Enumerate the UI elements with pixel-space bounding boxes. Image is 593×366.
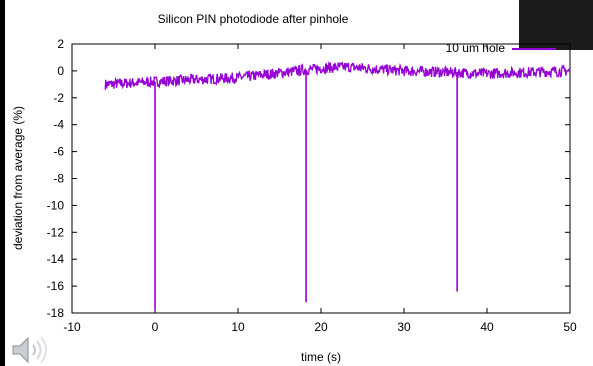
chart-title: Silicon PIN photodiode after pinhole xyxy=(158,12,349,26)
x-axis-label: time (s) xyxy=(301,350,341,364)
y-tick-label: 0 xyxy=(57,64,64,78)
dark-corner-panel xyxy=(519,0,593,50)
x-tick-label: 20 xyxy=(314,320,328,334)
series-group xyxy=(104,60,571,311)
series-line xyxy=(104,60,571,90)
x-tick-label: 30 xyxy=(397,320,411,334)
y-tick-label: -18 xyxy=(47,306,65,320)
y-tick-label: 2 xyxy=(57,37,64,51)
x-tick-label: -10 xyxy=(63,320,81,334)
x-tick-label: 50 xyxy=(563,320,577,334)
y-axis-label: deviation from average (%) xyxy=(11,106,25,250)
y-tick-label: -14 xyxy=(47,252,65,266)
x-tick-label: 40 xyxy=(480,320,494,334)
speaker-icon[interactable] xyxy=(10,334,56,366)
legend: 10 um hole xyxy=(446,41,556,55)
x-tick-label: 0 xyxy=(152,320,159,334)
y-tick-label: -4 xyxy=(53,118,64,132)
x-tick-label: 10 xyxy=(231,320,245,334)
slide-left-edge xyxy=(0,0,5,366)
y-tick-label: -12 xyxy=(47,225,65,239)
y-tick-label: -2 xyxy=(53,91,64,105)
y-tick-label: -8 xyxy=(53,172,64,186)
y-tick-label: -16 xyxy=(47,279,65,293)
plot-frame xyxy=(71,43,571,314)
y-tick-label: -10 xyxy=(47,198,65,212)
y-tick-label: -6 xyxy=(53,145,64,159)
legend-label: 10 um hole xyxy=(446,41,506,55)
